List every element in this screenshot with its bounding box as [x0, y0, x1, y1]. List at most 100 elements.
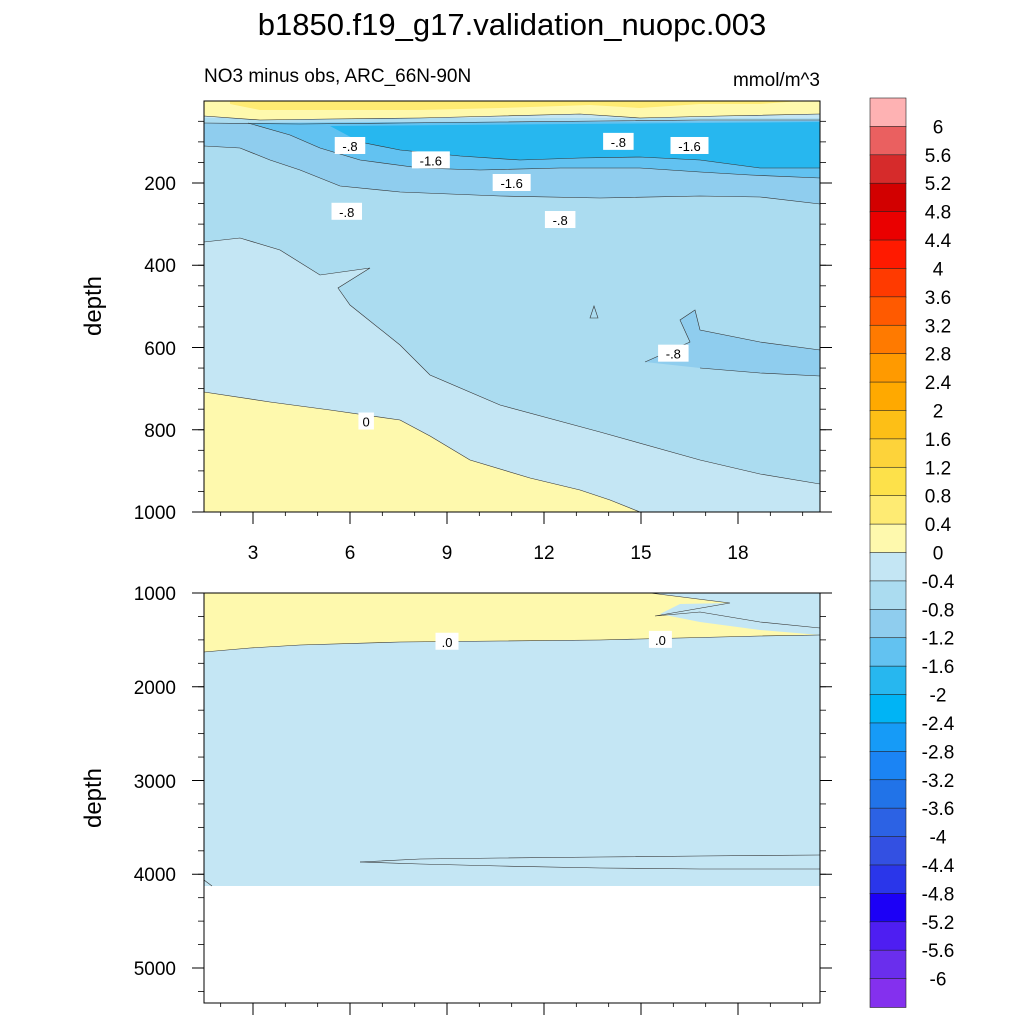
colorbar-label: -4.8 [922, 884, 955, 905]
colorbar-swatch [869, 410, 907, 440]
contour-label-box [331, 202, 363, 220]
colorbar-label: 2 [933, 401, 944, 422]
colorbar-swatch [869, 466, 907, 497]
upper-xtick-label: 9 [442, 543, 453, 564]
colorbar-swatch [869, 694, 907, 724]
colorbar-label: 4.8 [925, 203, 951, 224]
colorbar-swatch [869, 921, 907, 951]
upper-isoline [644, 309, 821, 363]
colorbar-swatch [869, 722, 907, 753]
lower-axis-ticks [192, 592, 832, 1015]
upper-ytick-label: 800 [144, 421, 176, 442]
colorbar-swatch [869, 182, 907, 213]
upper-isoline [247, 122, 821, 179]
contour-label-box [603, 132, 634, 150]
colorbar-swatch [869, 523, 907, 554]
lower-ytick-label: 5000 [134, 959, 176, 980]
colorbar-swatch [869, 836, 907, 866]
contour-label-box [670, 136, 709, 154]
upper-fill-zero-deep [204, 392, 640, 512]
upper-isoline [699, 367, 821, 377]
lower-isoline [359, 861, 820, 870]
contour-label-text: -.8 [339, 205, 354, 220]
lower-ytick-label: 2000 [134, 678, 176, 699]
lower-isoline [649, 592, 821, 629]
colorbar-swatch [869, 580, 907, 611]
contour-label-box [435, 632, 459, 650]
colorbar-swatch [869, 864, 907, 895]
colorbar-label: 1.6 [925, 430, 951, 451]
contour-label: -.8 [658, 344, 689, 362]
contour-label: -.8 [331, 202, 363, 220]
colorbar-swatch [869, 665, 907, 696]
lower-fill-light-tongue [650, 593, 820, 628]
colorbar: 6 5.6 5.2 4.8 4.4 4 3.6 3.2 2.8 2.4 2 1.6 1.2 0.8 0.4 0… [869, 97, 955, 1008]
colorbar-swatch [869, 807, 907, 838]
colorbar-label: -1.2 [922, 629, 955, 650]
colorbar-label: -0.4 [922, 572, 955, 593]
colorbar-swatch [869, 239, 907, 270]
colorbar-swatch [869, 609, 907, 639]
lower-y-axis-title: depth [80, 768, 107, 828]
colorbar-swatch [869, 438, 907, 469]
colorbar-swatch [869, 97, 907, 128]
colorbar-swatch [869, 126, 907, 156]
contour-label: -1.6 [492, 174, 531, 191]
upper-xtick-label: 6 [345, 543, 356, 564]
upper-xtick-label: 15 [630, 543, 651, 564]
contour-label-text: -.8 [553, 213, 568, 228]
lower-isoline [359, 854, 821, 863]
contour-label: -1.6 [670, 136, 709, 154]
colorbar-label: 4 [933, 259, 944, 280]
contour-label-box [492, 174, 531, 191]
upper-ytick-label: 200 [144, 174, 176, 195]
colorbar-swatch [869, 893, 907, 923]
colorbar-label: 0.4 [925, 515, 952, 536]
colorbar-label: 5.2 [925, 174, 951, 195]
upper-xtick-label: 18 [727, 543, 748, 564]
upper-fill-minus-0.8-blob [645, 310, 820, 376]
colorbar-label: -3.2 [922, 771, 955, 792]
colorbar-label: -0.8 [922, 600, 955, 621]
lower-isoline [203, 879, 213, 887]
upper-ytick-label: 1000 [134, 503, 176, 524]
colorbar-swatch [869, 296, 907, 327]
colorbar-label: -5.2 [922, 913, 955, 934]
contour-label-text: .0 [655, 633, 666, 648]
lower-contour-labels: .0 .0 [435, 630, 672, 650]
colorbar-label: -1.6 [922, 657, 955, 678]
colorbar-label: -5.6 [922, 941, 955, 962]
lower-ytick-label: 3000 [134, 772, 176, 793]
subtitle-right-units: mmol/m^3 [733, 70, 820, 91]
contour-label-text: -1.6 [678, 139, 700, 154]
colorbar-label: -4 [930, 828, 947, 849]
colorbar-label: 3.2 [925, 316, 951, 337]
contour-label-box [411, 151, 450, 169]
colorbar-swatch [869, 949, 907, 980]
lower-ytick-label: 1000 [134, 584, 176, 605]
lower-ytick-label: 4000 [134, 865, 176, 886]
contour-label-box [334, 136, 366, 154]
colorbar-label: 0 [933, 544, 944, 565]
upper-panel: -.8 -1.6 -1.6 -.8 -1.6 -.8 -.8 -.8 0 200 400 600… [80, 100, 832, 564]
upper-fill-plus-0.4 [230, 101, 800, 110]
colorbar-label: 5.6 [925, 146, 951, 167]
colorbar-swatch [869, 324, 907, 355]
colorbar-label: -3.6 [922, 799, 955, 820]
contour-label-text: -.8 [611, 135, 626, 150]
upper-y-axis-title: depth [80, 276, 107, 336]
contour-label: -.8 [544, 211, 576, 229]
upper-isoline [589, 305, 599, 319]
contour-label: .0 [435, 632, 459, 650]
colorbar-label: -2.8 [922, 742, 955, 763]
colorbar-label: 6 [933, 117, 944, 138]
colorbar-label: -2 [930, 686, 947, 707]
upper-fill-minus-1.6 [330, 122, 820, 168]
colorbar-label: 4.4 [925, 231, 952, 252]
upper-ytick-label: 600 [144, 339, 176, 360]
upper-xtick-label: 3 [248, 543, 259, 564]
contour-label: .0 [648, 630, 672, 648]
contour-label-text: 0 [363, 415, 370, 430]
colorbar-label: -2.4 [922, 714, 955, 735]
